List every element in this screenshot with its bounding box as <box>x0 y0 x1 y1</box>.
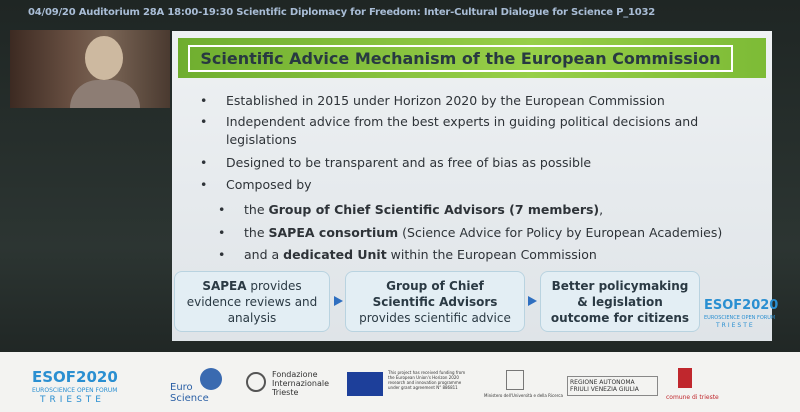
flow-box: SAPEA provides evidence reviews and anal… <box>174 271 330 332</box>
text: , <box>599 202 604 217</box>
header-text: 04/09/20 Auditorium 28A 18:00-19:30 Scie… <box>28 7 656 18</box>
bold-text: SAPEA <box>202 278 247 293</box>
flow-text: Group of Chief Scientific Advisors provi… <box>354 278 516 326</box>
bold-text: Group of Chief Scientific Advisors (7 me… <box>268 202 600 217</box>
footer <box>0 352 800 412</box>
logo-text: TRIESTE <box>716 322 755 329</box>
logo-name: ESOF2020 <box>32 368 118 386</box>
bullet: Designed to be transparent and as free o… <box>200 154 746 172</box>
flow-box: Group of Chief Scientific Advisors provi… <box>345 271 525 332</box>
bullet: Independent advice from the best experts… <box>200 113 746 149</box>
eu-flag <box>347 372 383 396</box>
slide-title: Scientific Advice Mechanism of the Europ… <box>188 45 733 72</box>
text: (Science Advice for Policy by European A… <box>398 225 723 240</box>
bullet: Established in 2015 under Horizon 2020 b… <box>200 92 746 110</box>
sub-bullet: and a dedicated Unit within the European… <box>218 247 597 262</box>
text: the <box>244 202 269 217</box>
fondazione-text: Fondazione Internazionale Trieste <box>272 370 330 397</box>
comune-text: comune di trieste <box>666 394 719 401</box>
bold-text: dedicated Unit <box>283 247 387 262</box>
logo-text: EUROSCIENCE OPEN FORUM <box>32 387 118 394</box>
speaker-head <box>85 36 123 80</box>
eu-text: This project has received funding from t… <box>388 370 466 390</box>
comune-emblem <box>678 368 692 388</box>
bold-text: Better policymaking & legislation outcom… <box>550 278 690 325</box>
ministero-emblem <box>506 370 524 390</box>
ministero-text: Ministero dell'Università e della Ricerc… <box>484 393 563 398</box>
flow-text: SAPEA provides evidence reviews and anal… <box>183 278 321 326</box>
regione-text: REGIONE AUTONOMA FRIULI VENEZIA GIULIA <box>567 376 658 396</box>
speaker-body <box>70 80 140 108</box>
text: provides scientific advice <box>359 310 511 325</box>
logo-text: TRIESTE <box>40 395 105 405</box>
sub-bullet: the Group of Chief Scientific Advisors (… <box>218 202 604 217</box>
flow-box: Better policymaking & legislation outcom… <box>540 271 700 332</box>
bullet: Composed by <box>200 176 746 194</box>
sub-bullet: the SAPEA consortium (Science Advice for… <box>218 225 723 240</box>
text: the <box>244 225 269 240</box>
logo-text: EUROSCIENCE OPEN FORUM <box>704 315 776 321</box>
euroscience-globe <box>200 368 222 390</box>
flow-arrow <box>334 296 343 306</box>
flow-arrow <box>528 296 537 306</box>
text: within the European Commission <box>386 247 597 262</box>
fondazione-emblem <box>246 372 266 392</box>
text: and a <box>244 247 284 262</box>
bold-text: SAPEA consortium <box>268 225 399 240</box>
bold-text: Group of Chief Scientific Advisors <box>372 278 498 309</box>
text: provides evidence reviews and analysis <box>186 278 318 325</box>
euroscience-text: Euro Science <box>170 382 209 404</box>
logo-name: ESOF2020 <box>704 298 779 313</box>
